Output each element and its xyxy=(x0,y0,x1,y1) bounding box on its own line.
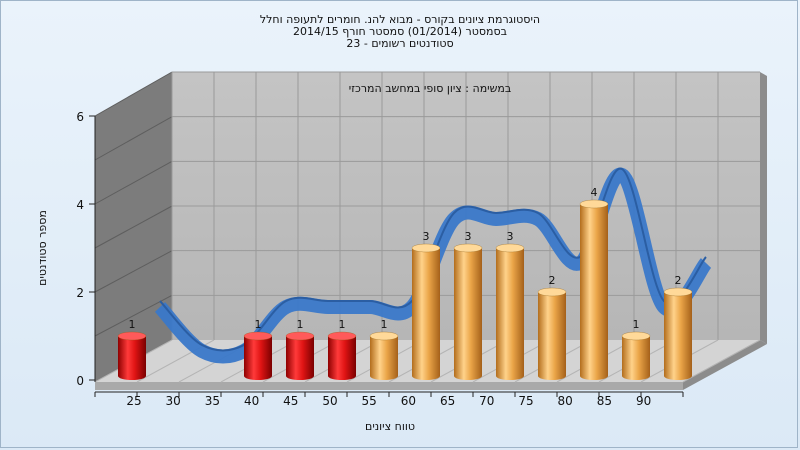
x-tick-label: 60 xyxy=(401,394,416,408)
y-tick-label: 0 xyxy=(76,374,84,388)
bar-body xyxy=(328,336,356,380)
y-tick-label: 2 xyxy=(76,286,84,300)
x-tick-label: 90 xyxy=(636,394,651,408)
bar xyxy=(579,199,609,380)
bar-body xyxy=(664,292,692,380)
data-label: 1 xyxy=(633,318,640,331)
data-label: 3 xyxy=(465,230,472,243)
data-label: 2 xyxy=(675,274,682,287)
x-tick-label: 70 xyxy=(479,394,494,408)
chart-title-line-3: סטודנטים רשומים - 23 xyxy=(346,37,453,50)
floor-edge-right xyxy=(683,340,767,390)
gridline-h-side xyxy=(94,160,173,205)
data-label: 2 xyxy=(549,274,556,287)
data-label: 1 xyxy=(339,318,346,331)
x-tick-label: 50 xyxy=(322,394,337,408)
x-tick-label: 30 xyxy=(166,394,181,408)
floor-edge xyxy=(95,382,683,390)
data-label: 4 xyxy=(591,186,598,199)
bar-top xyxy=(621,331,651,341)
data-label: 1 xyxy=(255,318,262,331)
bar xyxy=(453,243,483,380)
floor-line xyxy=(682,339,761,383)
bar-body xyxy=(496,248,524,380)
bar-top xyxy=(411,243,441,253)
x-axis-title: טווח ציונים xyxy=(365,420,415,433)
data-label: 1 xyxy=(129,318,136,331)
bar-top xyxy=(327,331,357,341)
bars xyxy=(117,199,693,380)
bar xyxy=(495,243,525,380)
y-tick-label: 6 xyxy=(76,110,84,124)
chart-title-line-1: היסטוגרמת ציונים בקורס - מבוא להנ. חומרי… xyxy=(260,13,540,26)
bar-top xyxy=(537,287,567,297)
bar-body xyxy=(244,336,272,380)
bar-top xyxy=(243,331,273,341)
bar xyxy=(243,331,273,380)
gridline-h-side xyxy=(94,250,173,293)
data-label: 1 xyxy=(297,318,304,331)
x-tick-label: 55 xyxy=(362,394,377,408)
axes: 0 2 4 6 25 30 35 40 45 50 55 60 65 70 75 80 85 90 xyxy=(76,110,684,408)
x-tick-label: 85 xyxy=(597,394,612,408)
bar-body xyxy=(370,336,398,380)
bar-body xyxy=(580,204,608,380)
data-label: 1 xyxy=(381,318,388,331)
x-tick-label: 35 xyxy=(205,394,220,408)
bar-body xyxy=(622,336,650,380)
bar xyxy=(621,331,651,380)
bar-top xyxy=(663,287,693,297)
x-tick-label: 65 xyxy=(440,394,455,408)
bar xyxy=(369,331,399,380)
x-tick-label: 80 xyxy=(558,394,573,408)
bar-top xyxy=(285,331,315,341)
bar-body xyxy=(538,292,566,380)
bar-top xyxy=(579,199,609,209)
data-label: 3 xyxy=(423,230,430,243)
bar-top xyxy=(369,331,399,341)
x-tick-label: 75 xyxy=(518,394,533,408)
chart-title-line-2: בסמסטר (01/2014) סמסטר חורף 2014/15 xyxy=(293,25,507,38)
data-labels: 1 1 1 1 1 3 3 3 2 4 1 2 xyxy=(129,186,682,331)
bar-body xyxy=(118,336,146,380)
x-tick-label: 25 xyxy=(126,394,141,408)
bar-body xyxy=(412,248,440,380)
bar xyxy=(117,331,147,380)
y-axis-title: מספר סטודנטים xyxy=(36,210,49,286)
bar-body xyxy=(454,248,482,380)
bar xyxy=(537,287,567,380)
bar-top xyxy=(495,243,525,253)
ribbon-edge xyxy=(159,167,707,352)
bar-top xyxy=(453,243,483,253)
gridline-h-side xyxy=(94,71,173,117)
bar xyxy=(663,287,693,380)
y-tick-label: 4 xyxy=(76,198,84,212)
bar xyxy=(327,331,357,380)
data-label: 3 xyxy=(507,230,514,243)
gridline-h-side xyxy=(94,294,173,337)
chart-subtitle: במשימה : ציון סופי במחשב המרכזי xyxy=(349,82,512,95)
x-tick-label: 45 xyxy=(283,394,298,408)
gridline-h-side xyxy=(94,205,173,249)
bar xyxy=(285,331,315,380)
gridline-h-side xyxy=(94,116,173,161)
x-tick-label: 40 xyxy=(244,394,259,408)
bar xyxy=(411,243,441,380)
bar-top xyxy=(117,331,147,341)
bar-body xyxy=(286,336,314,380)
right-wall-edge xyxy=(760,72,767,344)
